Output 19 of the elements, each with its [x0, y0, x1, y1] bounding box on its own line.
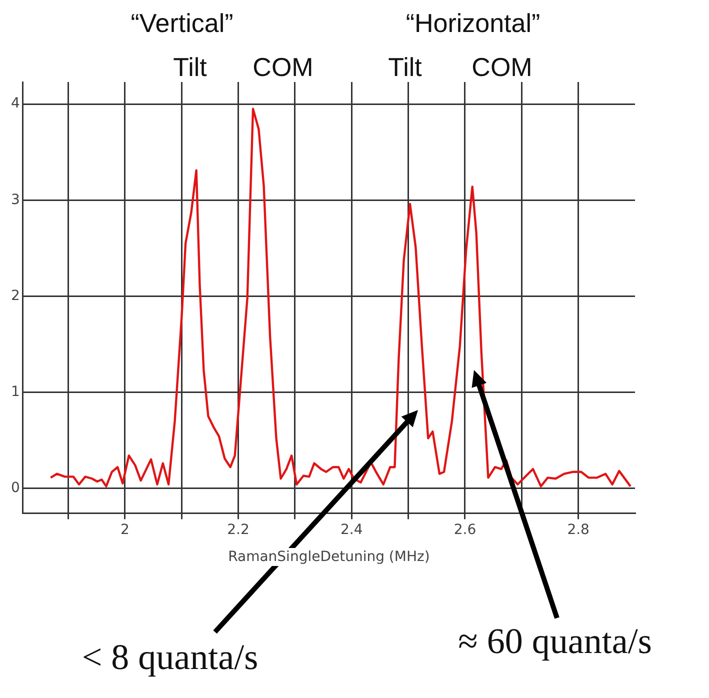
x-tick-label: 2.2 [227, 522, 250, 538]
y-tick-label: 1 [10, 384, 20, 400]
x-tick-label: 2.4 [340, 522, 363, 538]
y-tick-label: 4 [10, 96, 20, 112]
y-tick-label: 2 [10, 288, 20, 304]
y-tick-label: 0 [10, 480, 20, 496]
text: ≈ 60 quanta/s [458, 620, 652, 662]
text: COM [472, 52, 532, 83]
text: “Vertical” [130, 8, 234, 39]
x-tick-label: 2.8 [567, 522, 590, 538]
x-tick-label: 2.6 [454, 522, 476, 538]
text: Tilt [388, 52, 422, 83]
x-tick-label: 2 [120, 522, 130, 538]
y-tick-label: 3 [10, 192, 20, 208]
text: Tilt [173, 52, 207, 83]
text: “Horizontal” [406, 8, 540, 39]
text: < 8 quanta/s [82, 636, 258, 678]
x-axis-title: RamanSingleDetuning (MHz) [225, 548, 433, 566]
text: COM [252, 52, 314, 83]
